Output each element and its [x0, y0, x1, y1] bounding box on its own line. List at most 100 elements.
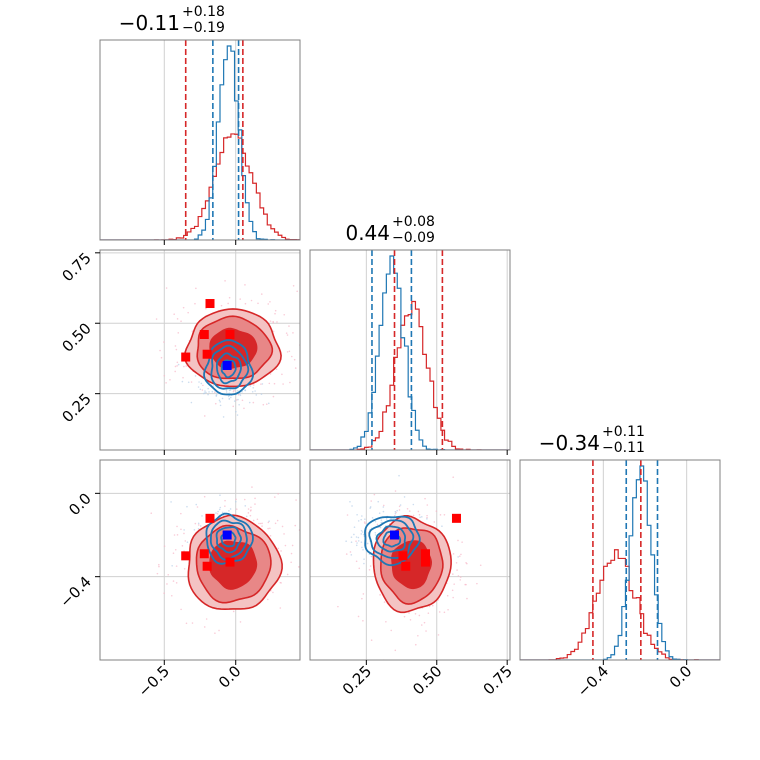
- sample-dot-red: [194, 522, 197, 525]
- sample-dot-red: [262, 403, 265, 406]
- marker-red: [202, 561, 212, 571]
- sample-dot-red: [250, 506, 252, 509]
- y-tick-label: 0.0: [65, 489, 95, 519]
- sample-dot-blue: [398, 474, 400, 477]
- sample-dot-red: [435, 510, 438, 512]
- sample-dot-red: [237, 393, 240, 396]
- sample-dot-blue: [228, 398, 231, 400]
- title-minus: −0.11: [602, 440, 645, 456]
- sample-dot-red: [458, 555, 461, 557]
- sample-dot-red: [277, 493, 279, 495]
- sample-dot-red: [176, 365, 178, 367]
- sample-dot-blue: [194, 375, 197, 377]
- sample-dot-red: [235, 399, 238, 401]
- sample-dot-red: [269, 301, 271, 303]
- x-tick-label: 0.50: [409, 662, 445, 698]
- sample-dot-red: [267, 303, 270, 305]
- sample-dot-blue: [218, 399, 221, 402]
- sample-dot-blue: [361, 515, 363, 517]
- sample-dot-red: [406, 508, 409, 510]
- sample-dot-red: [183, 532, 185, 535]
- sample-dot-red: [167, 573, 170, 576]
- blue-contour: [209, 519, 248, 561]
- sample-dot-red: [182, 306, 185, 309]
- panel-frame: [519, 459, 721, 661]
- sample-dot-red: [409, 618, 412, 621]
- sample-dot-red: [438, 611, 441, 613]
- panel-frame: [99, 459, 301, 661]
- sample-dot-red: [457, 575, 460, 577]
- sample-dot-red: [292, 284, 295, 287]
- sample-dot-red: [274, 309, 277, 312]
- sample-dot-blue: [360, 529, 363, 532]
- sample-dot-red: [390, 629, 393, 632]
- sample-dot-blue: [268, 520, 270, 523]
- sample-dot-red: [182, 376, 184, 379]
- sample-dot-blue: [371, 517, 374, 519]
- sample-dot-red: [257, 302, 259, 305]
- sample-dot-blue: [357, 540, 360, 542]
- sample-dot-blue: [365, 542, 368, 545]
- sample-dot-red: [282, 383, 284, 385]
- sample-dot-red: [424, 497, 426, 500]
- marker-red: [199, 330, 209, 340]
- sample-dot-blue: [177, 363, 180, 366]
- sample-dot-blue: [360, 541, 363, 543]
- title-plus: +0.18: [182, 4, 225, 20]
- sample-dot-red: [214, 391, 216, 394]
- density-group: [155, 280, 300, 418]
- sample-dot-red: [288, 350, 291, 353]
- sample-dot-blue: [385, 518, 388, 520]
- sample-dot-blue: [239, 394, 242, 397]
- sample-dot-red: [275, 368, 278, 370]
- sample-dot-blue: [221, 397, 224, 400]
- sample-dot-blue: [186, 541, 189, 544]
- sample-dot-blue: [363, 562, 365, 565]
- sample-dot-blue: [382, 506, 385, 508]
- sample-dot-red: [267, 527, 269, 530]
- sample-dot-red: [163, 341, 165, 343]
- x-tick-label: −0.5: [135, 662, 173, 700]
- sample-dot-blue: [241, 390, 243, 393]
- sample-dot-blue: [215, 395, 218, 397]
- title-value: 0.44: [345, 221, 390, 245]
- sample-dot-red: [349, 551, 352, 553]
- sample-dot-red: [175, 582, 178, 584]
- panel-frame: [99, 249, 301, 451]
- sample-dot-blue: [353, 526, 356, 528]
- marker-red: [420, 549, 430, 559]
- sample-dot-blue: [235, 410, 237, 413]
- sample-dot-red: [250, 509, 252, 511]
- marker-red: [202, 349, 212, 359]
- sample-dot-red: [453, 583, 455, 585]
- panel-frame: [309, 249, 511, 451]
- sample-dot-red: [244, 284, 246, 286]
- sample-dot-blue: [412, 503, 415, 506]
- sample-dot-blue: [399, 504, 402, 506]
- sample-dot-blue: [183, 529, 185, 531]
- sample-dot-red: [214, 402, 217, 405]
- sample-dot-blue: [236, 414, 239, 416]
- sample-dot-red: [290, 355, 293, 358]
- blue-contour: [205, 512, 254, 565]
- sample-dot-blue: [353, 533, 355, 536]
- marker-red: [181, 352, 191, 362]
- sample-dot-red: [394, 649, 397, 652]
- sample-dot-red: [361, 597, 363, 600]
- sample-dot-red: [465, 562, 467, 564]
- sample-dot-red: [277, 547, 280, 550]
- x-tick-label: −0.4: [574, 662, 612, 700]
- panel-background: [100, 40, 300, 240]
- sample-dot-blue: [396, 509, 398, 512]
- sample-dot-red: [187, 311, 189, 314]
- sample-dot-red: [383, 601, 386, 603]
- sample-dot-red: [355, 540, 357, 542]
- sample-dot-red: [150, 512, 153, 515]
- sample-dot-red: [272, 395, 275, 398]
- sample-dot-red: [369, 565, 372, 567]
- sample-dot-red: [235, 508, 238, 510]
- blue-contour: [215, 526, 242, 554]
- sample-dot-red: [224, 505, 226, 507]
- sample-dot-red: [362, 593, 365, 595]
